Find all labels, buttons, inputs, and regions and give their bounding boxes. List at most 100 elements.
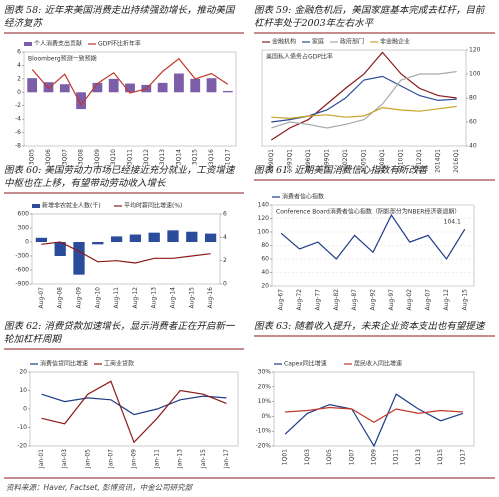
line xyxy=(31,57,229,107)
bar xyxy=(190,78,201,93)
x-tick-label: Jan-09 xyxy=(131,449,138,469)
x-tick-label: 1993Q1 xyxy=(286,149,293,173)
bar xyxy=(73,242,85,275)
bar xyxy=(186,231,198,242)
bar xyxy=(157,82,168,93)
x-tick-label: Jan-01 xyxy=(38,449,45,469)
x-tick-label: Aug-13 xyxy=(151,287,158,309)
y-tick-label: 600 xyxy=(18,211,30,218)
bar xyxy=(129,234,142,242)
x-tick-label: 2016Q1 xyxy=(453,149,460,173)
x-tick-label: 2012Q1 xyxy=(416,149,423,173)
x-tick-label: 2008Q1 xyxy=(379,149,386,173)
x-tick-label: 2014Q1 xyxy=(435,149,442,173)
x-tick-label: 1Q17 xyxy=(459,449,466,465)
x-tick-label: 3Q14 xyxy=(175,149,182,165)
x-tick-label: Jan-17 xyxy=(223,449,230,469)
legend-label: 金融机构 xyxy=(272,38,296,46)
caption: 图表 63: 随着收入提升，未来企业资本支出也有望提速 xyxy=(254,321,485,332)
plot-frame xyxy=(23,51,237,147)
legend-swatch xyxy=(32,204,40,208)
bar xyxy=(35,237,48,242)
x-tick-label: 3Q10 xyxy=(110,149,117,165)
y-tick-label: 60 xyxy=(469,119,477,126)
y-tick-label: -4 xyxy=(15,116,21,123)
y-tick-label: 120 xyxy=(258,215,270,222)
legend-label: 政府部门 xyxy=(340,38,364,46)
x-tick-label: Aug-07 xyxy=(425,289,432,311)
x-tick-label: Jan-03 xyxy=(61,449,68,469)
x-tick-label: Jan-07 xyxy=(107,449,114,469)
y-tick-label: 300 xyxy=(18,225,30,232)
x-tick-label: 1Q09 xyxy=(371,449,378,465)
y-tick-label: 100 xyxy=(258,229,270,236)
x-tick-label: Aug-87 xyxy=(351,289,358,311)
bar xyxy=(206,78,217,93)
y2-tick-label: 6 xyxy=(223,211,227,218)
y-tick-label: 140 xyxy=(258,202,270,209)
x-tick-label: Aug-72 xyxy=(296,289,303,311)
line xyxy=(285,406,463,423)
y-tick-label: 80 xyxy=(469,95,477,102)
bar xyxy=(59,84,70,93)
x-tick-label: Aug-92 xyxy=(370,289,377,311)
x-tick-label: 1990Q1 xyxy=(268,149,275,173)
x-tick-label: 3Q11 xyxy=(127,149,134,165)
line xyxy=(41,241,211,264)
bar xyxy=(92,82,103,93)
x-tick-label: 3Q09 xyxy=(94,149,101,165)
y-tick-label: -900 xyxy=(15,281,29,288)
caption: 图表 60: 美国劳动力市场已经接近充分就业，工资增速中枢也在上移，有望带动劳动… xyxy=(4,165,235,189)
line xyxy=(41,380,227,444)
x-tick-label: Aug-67 xyxy=(278,289,285,311)
bar xyxy=(222,90,233,93)
x-tick-label: 2002Q1 xyxy=(342,149,349,173)
annotation: Conference Board消费者信心指数（阴影部分为NBER经济衰退期） xyxy=(276,208,460,216)
x-tick-label: 3Q16 xyxy=(208,149,215,165)
x-tick-label: Jan-05 xyxy=(84,449,91,469)
plot-frame xyxy=(273,371,475,447)
legend-label: 新增非农就业人数(千) xyxy=(42,202,101,210)
x-tick-label: 2005Q1 xyxy=(361,149,368,173)
y-tick-label: 4 xyxy=(17,62,21,69)
y-tick-label: 0 xyxy=(23,406,27,413)
y-tick-label: 20 xyxy=(261,283,269,290)
y-tick-label: 40 xyxy=(469,143,477,150)
legend-label: 非金融企业 xyxy=(380,38,410,46)
x-tick-label: 3Q12 xyxy=(143,149,150,165)
bar xyxy=(54,242,66,256)
bar xyxy=(110,236,123,242)
y-tick-label: 6 xyxy=(17,49,21,56)
x-tick-label: Jan-11 xyxy=(154,449,161,469)
line xyxy=(271,75,457,123)
x-tick-label: 1Q01 xyxy=(282,449,289,465)
y-tick-label: 10% xyxy=(258,398,272,405)
x-tick-label: Aug-02 xyxy=(406,289,413,311)
x-tick-label: 1Q11 xyxy=(393,449,400,465)
y-tick-label: 120 xyxy=(469,47,481,54)
line xyxy=(41,393,227,416)
y-tick-label: -20% xyxy=(255,443,271,450)
y-tick-label: -600 xyxy=(15,267,29,274)
bar xyxy=(125,83,135,93)
y-tick-label: 60 xyxy=(261,256,269,263)
x-tick-label: 1Q13 xyxy=(415,449,422,465)
legend-label: 家庭 xyxy=(312,38,324,46)
y-tick-label: -2 xyxy=(15,102,21,109)
bar xyxy=(27,78,38,93)
y-tick-label: -300 xyxy=(15,253,29,260)
legend-label: 平均时薪同比增速(%) xyxy=(124,202,182,210)
y-tick-label: 0 xyxy=(17,89,21,96)
annotation: 美国私人债务占GDP比率 xyxy=(266,53,333,61)
bar xyxy=(76,92,86,110)
x-tick-label: 1996Q1 xyxy=(305,149,312,173)
x-tick-label: Aug-07 xyxy=(38,287,45,309)
bar xyxy=(204,233,217,242)
y-tick-label: 0% xyxy=(261,413,271,420)
y-tick-label: -10 xyxy=(17,424,27,431)
line xyxy=(271,105,457,120)
bar xyxy=(108,78,119,93)
x-tick-label: 1Q07 xyxy=(348,449,355,465)
caption: 图表 61: 近期美国消费信心指数有所改善 xyxy=(254,165,428,176)
